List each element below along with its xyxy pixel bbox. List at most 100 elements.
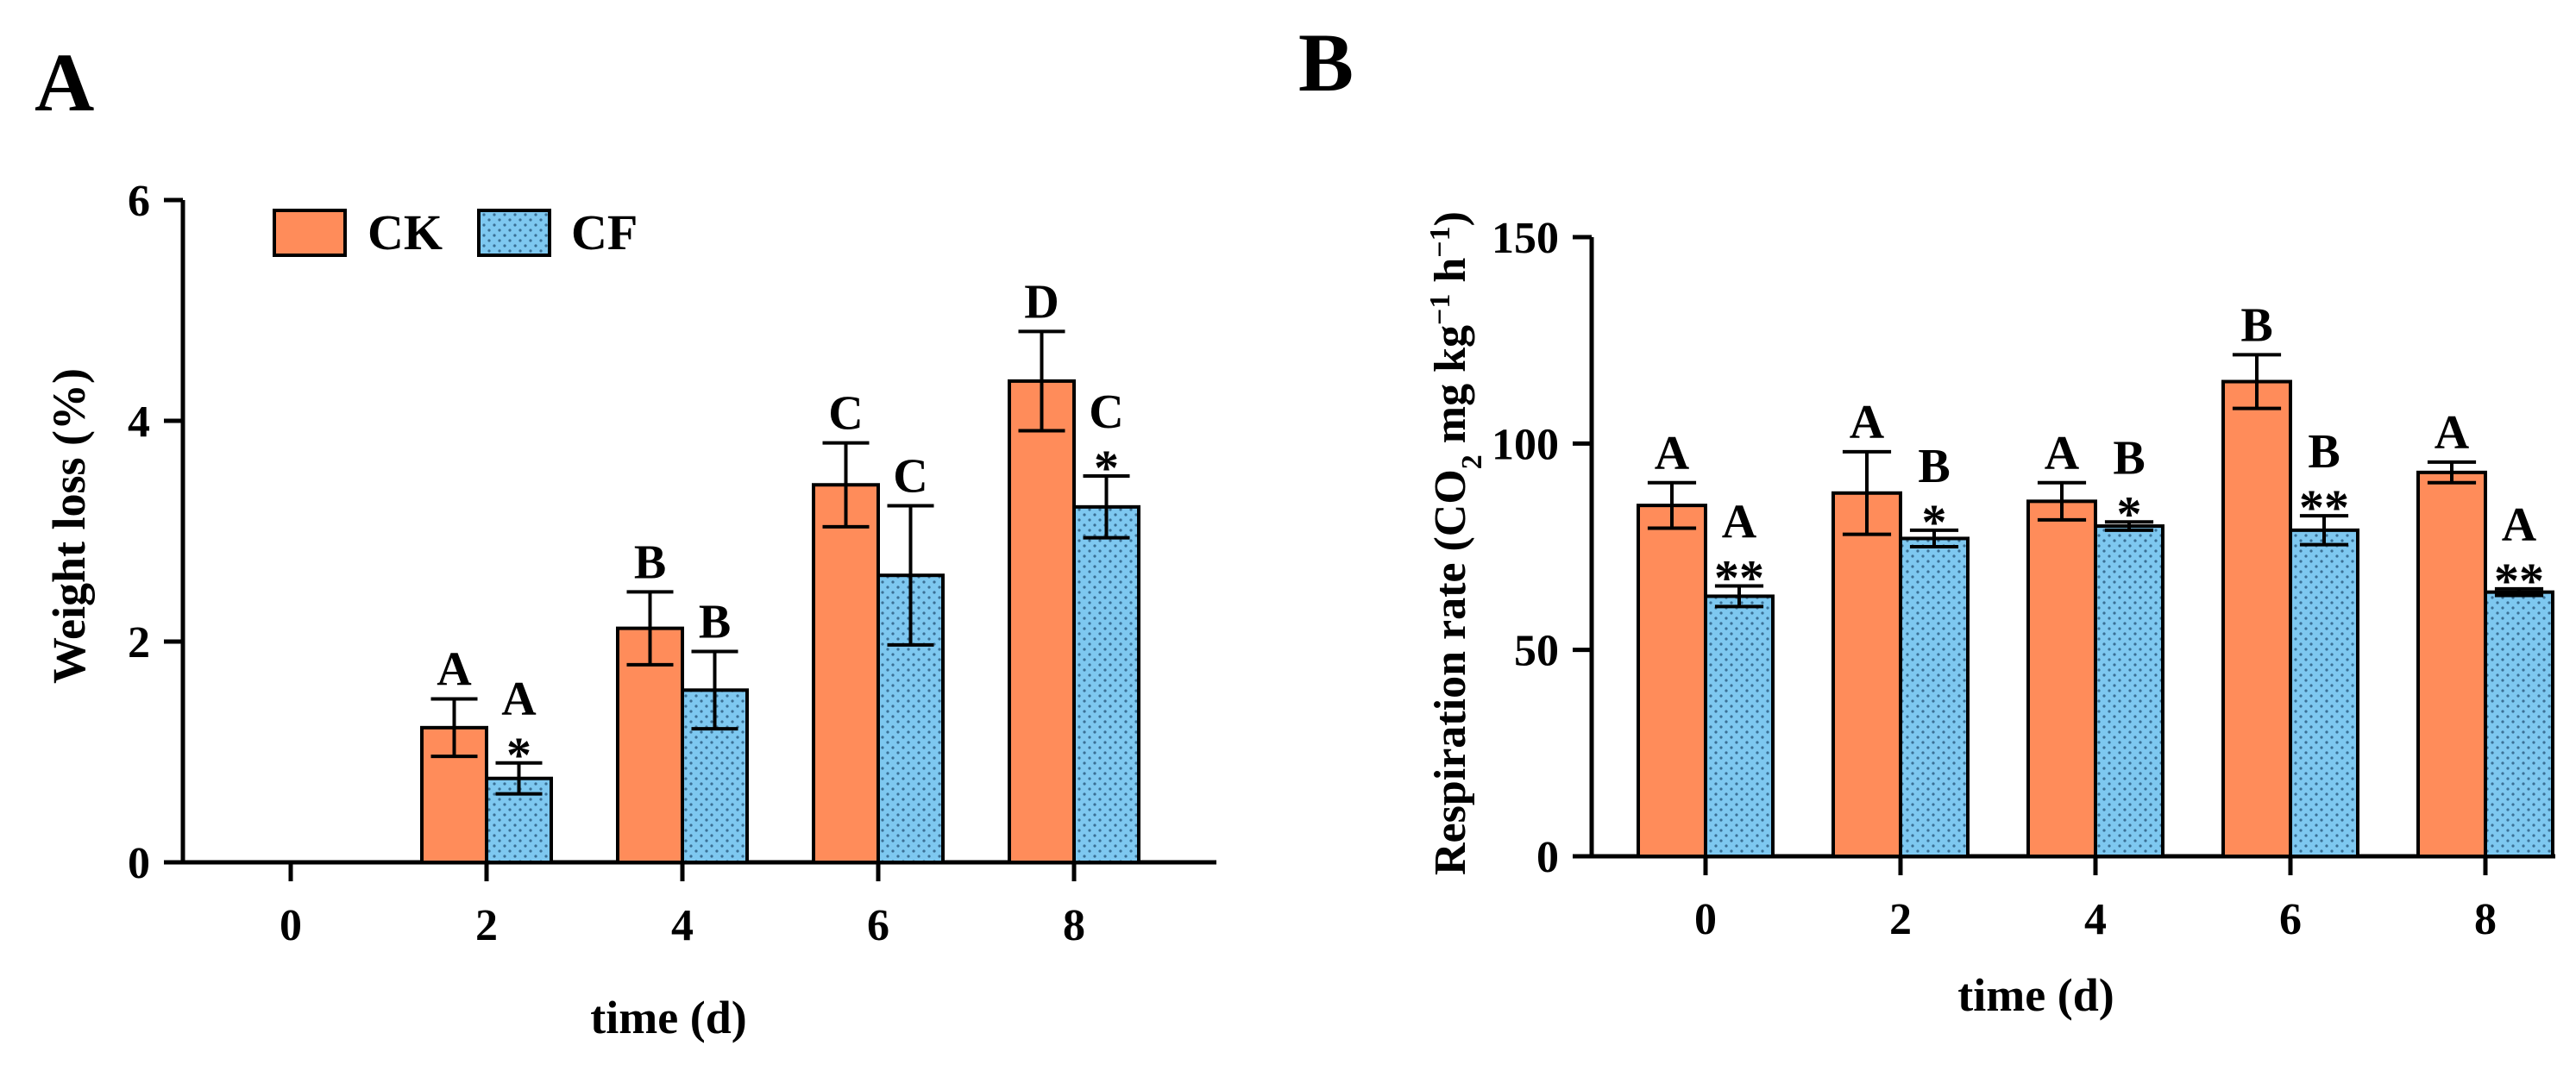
panel-a-bar-ck <box>812 483 880 864</box>
panel-a-label: A <box>35 36 94 128</box>
panel-b-bar-cf <box>2289 528 2359 858</box>
panel-a-error-bar-ck <box>626 590 674 667</box>
panel-b-x-tick-label: 4 <box>2084 895 2107 944</box>
panel-b-error-bar-ck <box>2427 460 2477 485</box>
panel-b-y-axis-label: Respiration rate (CO2 mg kg−1 h−1) <box>1424 211 1488 875</box>
panel-b-axes: 0 50 100 150 0 2 4 6 8 <box>1492 214 2555 944</box>
panel-b-error-bar-ck <box>1647 480 1697 530</box>
panel-b-group-letter: A <box>2435 406 2470 460</box>
panel-b-error-bar-ck <box>2232 353 2282 410</box>
panel-a-y-tick-label: 6 <box>128 177 150 226</box>
panel-b-y-tick-label: 0 <box>1536 833 1559 882</box>
panel-a-error-bar-cf <box>887 504 934 647</box>
panel-b-error-bar-cf <box>1909 528 1959 548</box>
panel-a-group-letter: B <box>634 536 666 589</box>
panel-a-group-letter: C <box>828 387 863 441</box>
legend-label-ck: CK <box>368 204 443 260</box>
panel-b-group-letter: B <box>2113 431 2145 485</box>
panel-b-significance-mark: * <box>1922 494 1947 550</box>
panel-b-group-letter: A <box>1850 396 1885 449</box>
y-label-part: ) <box>1426 211 1475 226</box>
panel-b-group-letter: B <box>2308 425 2340 479</box>
panel-b-y-tick-label: 150 <box>1492 214 1559 263</box>
panel-b-bar-cf <box>2484 590 2554 858</box>
panel-a-x-tick-label: 0 <box>280 901 302 950</box>
panel-a-axes: 0 2 4 6 0 2 4 6 8 <box>128 177 1216 950</box>
y-label-part: −1 <box>1424 226 1456 257</box>
legend: CK CF <box>273 204 638 260</box>
panel-a-x-tick-label: 4 <box>671 901 694 950</box>
panel-b-bar-ck <box>1831 491 1902 858</box>
panel-a-x-tick-label: 2 <box>475 901 498 950</box>
panel-a-error-bar-ck <box>822 441 870 529</box>
y-label-part: Respiration rate (CO <box>1426 469 1475 875</box>
panel-a-group-letter: B <box>699 596 731 649</box>
panel-a-bar-ck <box>1008 379 1076 865</box>
legend-swatch-cf <box>477 209 551 257</box>
panel-b-x-tick-label: 8 <box>2474 895 2497 944</box>
panel-b-y-tick-label: 50 <box>1514 627 1559 676</box>
y-label-part: −1 <box>1424 294 1456 325</box>
y-label-part: mg kg <box>1426 325 1475 454</box>
panel-a-error-bar-cf <box>1083 474 1130 540</box>
panel-a-bar-cf <box>1072 504 1140 865</box>
panel-a-x-axis-label: time (d) <box>590 992 746 1043</box>
panel-a-group-letter: C <box>893 450 927 504</box>
panel-b-bar-cf <box>2094 524 2164 858</box>
panel-a-x-tick-label: 6 <box>867 901 889 950</box>
panel-a-y-tick-label: 4 <box>128 398 150 447</box>
panel-b-group-letter: B <box>1918 440 1950 493</box>
panel-b-group-letter: A <box>1655 427 1690 480</box>
panel-a-group-letter: D <box>1024 275 1059 329</box>
panel-b-error-bar-ck <box>2037 480 2087 522</box>
panel-b-bar-ck <box>2221 379 2292 858</box>
panel-b-group-letter: A <box>2502 498 2537 552</box>
panel-b-bars: A**AA*B A*BB**B A**A <box>1637 298 2554 859</box>
panel-b-bar-cf <box>1899 536 1970 859</box>
legend-label-cf: CF <box>571 204 638 260</box>
panel-b-error-bar-cf <box>2299 514 2349 547</box>
panel-b-significance-mark: ** <box>2299 479 2349 536</box>
y-label-part: 2 <box>1456 454 1488 469</box>
panel-a-error-bar-ck <box>1018 329 1065 433</box>
panel-a-error-bar-ck <box>430 697 478 759</box>
panel-b-x-tick-label: 6 <box>2279 895 2302 944</box>
panel-a-group-letter: A <box>501 673 537 726</box>
panel-b-bar-cf <box>1704 594 1775 858</box>
panel-a-x-tick-label: 8 <box>1063 901 1085 950</box>
y-label-part: h <box>1426 258 1475 294</box>
panel-b-x-axis-label: time (d) <box>1957 969 2114 1021</box>
panel-a-group-letter: C <box>1089 385 1123 439</box>
panel-b-group-letter: A <box>1722 495 1757 548</box>
legend-swatch-ck <box>273 209 347 257</box>
panel-b-significance-mark: ** <box>2494 553 2544 609</box>
panel-b-x-tick-label: 0 <box>1694 895 1717 944</box>
panel-b-bar-ck <box>2026 499 2097 858</box>
panel-b-y-tick-label: 100 <box>1492 420 1559 469</box>
panel-a-y-axis-label: Weight loss (%) <box>43 368 95 684</box>
panel-b-bar-ck <box>2416 470 2487 859</box>
panel-b-group-letter: A <box>2045 427 2080 480</box>
panel-a-significance-mark: * <box>1094 440 1119 496</box>
panel-a-error-bar-cf <box>495 761 543 796</box>
panel-b-error-bar-cf <box>1714 584 1764 609</box>
panel-a-y-tick-label: 0 <box>128 839 150 888</box>
panel-b-group-letter: B <box>2240 298 2272 352</box>
panel-b-significance-mark: * <box>2117 485 2142 542</box>
panel-b-significance-mark: ** <box>1714 549 1764 605</box>
panel-b-error-bar-ck <box>1842 449 1892 536</box>
panel-b-label: B <box>1298 16 1354 109</box>
panel-a-y-tick-label: 2 <box>128 618 150 667</box>
panel-a-error-bar-cf <box>691 649 738 731</box>
panel-b-error-bar-cf <box>2104 520 2154 532</box>
panel-a-significance-mark: * <box>506 727 531 783</box>
panel-b-error-bar-cf <box>2494 586 2544 598</box>
panel-b-x-tick-label: 2 <box>1889 895 1912 944</box>
panel-b-bar-ck <box>1637 504 1707 859</box>
panel-a-group-letter: A <box>437 643 472 697</box>
